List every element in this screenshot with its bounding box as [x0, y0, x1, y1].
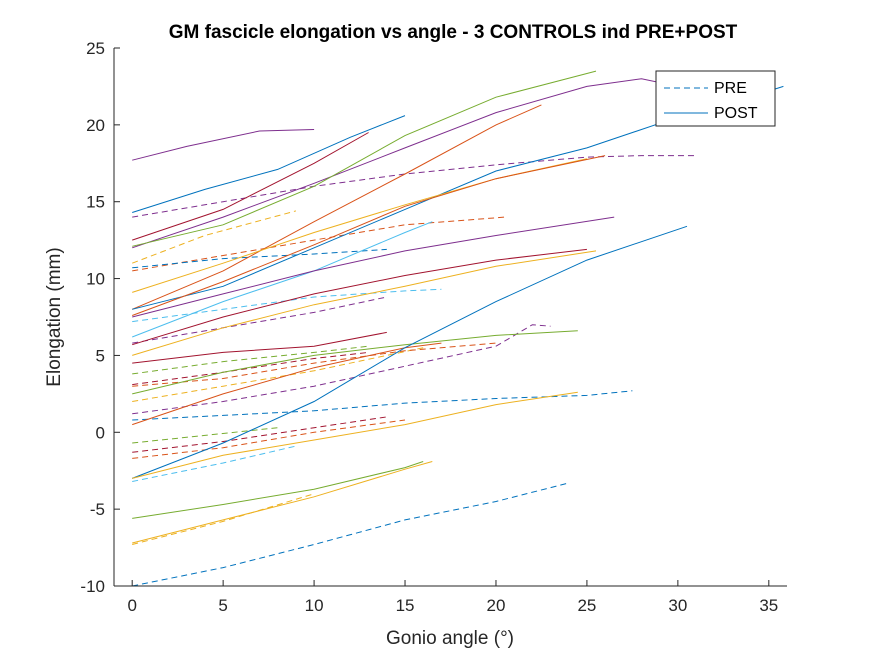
post-series-line-23 [132, 104, 542, 310]
legend-pre-label: PRE [714, 80, 747, 97]
y-tick-group: -10 -5 0 5 10 15 20 25 [80, 39, 120, 596]
pre-series-line-14 [132, 416, 387, 453]
y-tick-label: 25 [86, 39, 105, 58]
pre-series-line-12 [132, 427, 278, 444]
y-tick-label: -5 [90, 500, 105, 519]
post-series-line-34 [132, 225, 688, 479]
x-tick-label: 20 [487, 596, 506, 615]
post-series-line-37 [132, 461, 433, 544]
x-tick-label: 30 [668, 596, 687, 615]
pre-series-line-9 [132, 351, 369, 386]
pre-series-line-8 [132, 342, 497, 387]
post-series-line-18 [132, 129, 315, 161]
pre-series-line-7 [132, 347, 424, 402]
pre-series-line-3 [132, 248, 387, 269]
x-tick-label: 15 [396, 596, 415, 615]
post-series-line-28 [132, 216, 615, 318]
post-series-line-21 [132, 70, 597, 247]
series-layer [132, 70, 784, 587]
legend-box [655, 70, 776, 127]
x-tick-label: 0 [127, 596, 136, 615]
y-tick-label: 15 [86, 193, 105, 212]
y-tick-label: 0 [96, 423, 105, 442]
y-tick-label: 10 [86, 270, 105, 289]
y-tick-label: 20 [86, 116, 105, 135]
post-series-line-32 [132, 330, 578, 395]
x-tick-label: 25 [577, 596, 596, 615]
y-axis-label: Elongation (mm) [44, 247, 65, 386]
pre-series-line-1 [132, 210, 297, 264]
post-series-line-19 [132, 115, 406, 213]
pre-series-line-11 [132, 390, 633, 421]
x-tick-label: 35 [759, 596, 778, 615]
pre-series-line-15 [132, 445, 297, 482]
plot-area: 0 5 10 15 20 25 30 35 -10 -5 0 5 10 15 20 25 [80, 39, 787, 615]
y-tick-label: -10 [80, 577, 105, 596]
pre-series-line-6 [132, 345, 369, 375]
pre-series-line-16 [132, 493, 315, 545]
legend: PRE POST [655, 70, 776, 127]
post-series-line-30 [132, 250, 597, 356]
x-tick-group: 0 5 10 15 20 25 30 35 [127, 580, 778, 615]
x-tick-label: 5 [218, 596, 227, 615]
post-series-line-31 [132, 331, 387, 364]
post-series-line-29 [132, 248, 587, 346]
x-axis-label: Gonio angle (°) [386, 628, 514, 649]
post-series-line-22 [132, 132, 369, 241]
chart-title: GM fascicle elongation vs angle - 3 CONT… [169, 22, 738, 43]
pre-series-line-10 [132, 324, 551, 415]
legend-post-label: POST [714, 105, 758, 122]
post-series-line-36 [132, 461, 424, 519]
x-tick-label: 10 [305, 596, 324, 615]
post-series-line-33 [132, 342, 442, 426]
pre-series-line-13 [132, 419, 406, 459]
pre-series-line-0 [132, 155, 697, 218]
post-series-line-26 [132, 155, 606, 316]
pre-series-line-17 [132, 482, 569, 587]
pre-series-line-2 [132, 216, 506, 272]
post-series-line-35 [132, 391, 578, 479]
pre-series-line-5 [132, 296, 387, 344]
y-tick-label: 5 [96, 346, 105, 365]
